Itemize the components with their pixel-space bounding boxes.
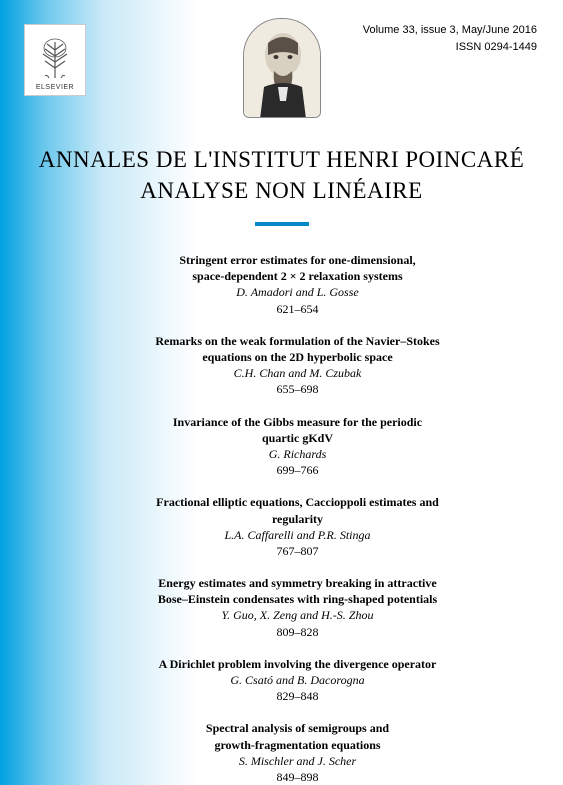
articles-list: Stringent error estimates for one-dimens… [0, 252, 563, 785]
journal-title-line2: ANALYSE NON LINÉAIRE [0, 175, 563, 206]
article-title-line: Remarks on the weak formulation of the N… [104, 333, 491, 349]
article-authors: S. Mischler and J. Scher [104, 753, 491, 769]
article-authors: Y. Guo, X. Zeng and H.-S. Zhou [104, 607, 491, 623]
article-authors: C.H. Chan and M. Czubak [104, 365, 491, 381]
article-authors: L.A. Caffarelli and P.R. Stinga [104, 527, 491, 543]
article-pages: 849–898 [104, 769, 491, 785]
issn-line: ISSN 0294-1449 [363, 39, 537, 56]
publisher-logo: ELSEVIER [24, 24, 86, 96]
article-title-line: regularity [104, 511, 491, 527]
article-entry: Fractional elliptic equations, Caccioppo… [104, 494, 491, 559]
article-pages: 655–698 [104, 381, 491, 397]
article-title-line: Energy estimates and symmetry breaking i… [104, 575, 491, 591]
header: ELSEVIER Volume 33, issue 3, May/June 20… [0, 0, 563, 130]
article-entry: Stringent error estimates for one-dimens… [104, 252, 491, 317]
article-entry: Invariance of the Gibbs measure for the … [104, 414, 491, 479]
article-pages: 621–654 [104, 301, 491, 317]
publisher-name: ELSEVIER [36, 84, 74, 91]
article-title-line: equations on the 2D hyperbolic space [104, 349, 491, 365]
article-title-line: quartic gKdV [104, 430, 491, 446]
article-title-line: Spectral analysis of semigroups and [104, 720, 491, 736]
poincare-portrait [243, 18, 321, 118]
article-title-line: space-dependent 2 × 2 relaxation systems [104, 268, 491, 284]
article-title-line: Bose–Einstein condensates with ring-shap… [104, 591, 491, 607]
article-entry: Energy estimates and symmetry breaking i… [104, 575, 491, 640]
article-title-line: Stringent error estimates for one-dimens… [104, 252, 491, 268]
article-title-line: A Dirichlet problem involving the diverg… [104, 656, 491, 672]
elsevier-tree-icon [33, 38, 77, 82]
article-entry: Spectral analysis of semigroups and grow… [104, 720, 491, 785]
article-pages: 829–848 [104, 688, 491, 704]
article-pages: 809–828 [104, 624, 491, 640]
journal-title: ANNALES DE L'INSTITUT HENRI POINCARÉ ANA… [0, 144, 563, 206]
article-title-line: growth-fragmentation equations [104, 737, 491, 753]
article-title-line: Invariance of the Gibbs measure for the … [104, 414, 491, 430]
article-entry: Remarks on the weak formulation of the N… [104, 333, 491, 398]
article-entry: A Dirichlet problem involving the diverg… [104, 656, 491, 705]
article-pages: 767–807 [104, 543, 491, 559]
article-authors: G. Csató and B. Dacorogna [104, 672, 491, 688]
title-underline [255, 222, 309, 226]
issue-info: Volume 33, issue 3, May/June 2016 ISSN 0… [363, 22, 537, 55]
article-authors: G. Richards [104, 446, 491, 462]
article-title-line: Fractional elliptic equations, Caccioppo… [104, 494, 491, 510]
article-pages: 699–766 [104, 462, 491, 478]
volume-line: Volume 33, issue 3, May/June 2016 [363, 22, 537, 39]
article-authors: D. Amadori and L. Gosse [104, 284, 491, 300]
journal-title-line1: ANNALES DE L'INSTITUT HENRI POINCARÉ [0, 144, 563, 175]
